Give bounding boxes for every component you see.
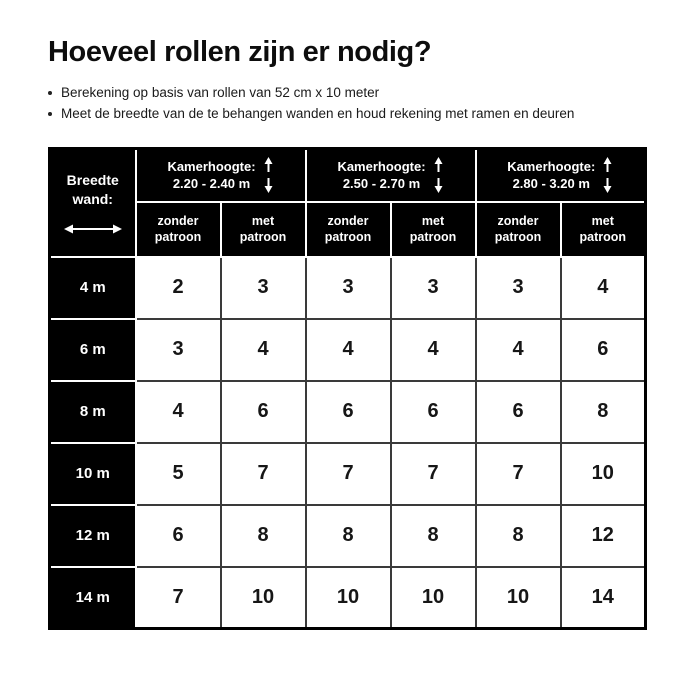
row-label: 4 m bbox=[48, 255, 137, 320]
cell-value: 3 bbox=[389, 255, 477, 320]
table-row: 6 m 3 4 4 4 4 6 bbox=[48, 317, 647, 382]
group-header-kamerhoogte-1: Kamerhoogte: 2.20 - 2.40 m bbox=[134, 147, 307, 203]
note-item: Berekening op basis van rollen van 52 cm… bbox=[48, 82, 574, 103]
cell-value: 8 bbox=[219, 503, 307, 568]
table-row: 8 m 4 6 6 6 6 8 bbox=[48, 379, 647, 444]
cell-value: 5 bbox=[134, 441, 222, 506]
cell-value: 10 bbox=[389, 565, 477, 630]
group-label: Kamerhoogte: bbox=[507, 159, 596, 175]
cell-value: 10 bbox=[304, 565, 392, 630]
subheader-zonder-patroon: zonder patroon bbox=[474, 200, 562, 258]
cell-value: 7 bbox=[474, 441, 562, 506]
cell-value: 7 bbox=[304, 441, 392, 506]
cell-value: 7 bbox=[219, 441, 307, 506]
group-range: 2.20 - 2.40 m bbox=[172, 176, 251, 192]
up-down-arrow-icon bbox=[434, 157, 443, 194]
cell-value: 6 bbox=[134, 503, 222, 568]
bullet-icon bbox=[48, 91, 52, 95]
bullet-icon bbox=[48, 112, 52, 116]
cell-value: 4 bbox=[474, 317, 562, 382]
subheader-zonder-patroon: zonder patroon bbox=[304, 200, 392, 258]
rolls-needed-table: Breedte wand: Kamerhoogte: 2.20 - 2.40 m bbox=[48, 147, 647, 630]
group-header-kamerhoogte-3: Kamerhoogte: 2.80 - 3.20 m bbox=[474, 147, 647, 203]
row-label: 6 m bbox=[48, 317, 137, 382]
group-header-kamerhoogte-2: Kamerhoogte: 2.50 - 2.70 m bbox=[304, 147, 477, 203]
subheader-met-patroon: met patroon bbox=[389, 200, 477, 258]
cell-value: 14 bbox=[559, 565, 647, 630]
cell-value: 7 bbox=[134, 565, 222, 630]
note-text: Meet de breedte van de te behangen wande… bbox=[61, 106, 575, 121]
subheader-zonder-patroon: zonder patroon bbox=[134, 200, 222, 258]
cell-value: 6 bbox=[389, 379, 477, 444]
cell-value: 3 bbox=[474, 255, 562, 320]
table-row: 4 m 2 3 3 3 3 4 bbox=[48, 255, 647, 320]
group-label: Kamerhoogte: bbox=[337, 159, 426, 175]
cell-value: 6 bbox=[474, 379, 562, 444]
cell-value: 10 bbox=[559, 441, 647, 506]
corner-header: Breedte wand: bbox=[48, 147, 137, 258]
cell-value: 12 bbox=[559, 503, 647, 568]
up-down-arrow-icon bbox=[264, 157, 273, 194]
cell-value: 6 bbox=[219, 379, 307, 444]
cell-value: 8 bbox=[304, 503, 392, 568]
group-range: 2.80 - 3.20 m bbox=[512, 176, 590, 192]
table-row: 14 m 7 10 10 10 10 14 bbox=[48, 565, 647, 630]
row-label: 12 m bbox=[48, 503, 137, 568]
subheader-met-patroon: met patroon bbox=[219, 200, 307, 258]
notes-list: Berekening op basis van rollen van 52 cm… bbox=[48, 82, 574, 124]
cell-value: 8 bbox=[559, 379, 647, 444]
cell-value: 6 bbox=[559, 317, 647, 382]
cell-value: 8 bbox=[474, 503, 562, 568]
cell-value: 3 bbox=[304, 255, 392, 320]
cell-value: 4 bbox=[559, 255, 647, 320]
row-label: 10 m bbox=[48, 441, 137, 506]
cell-value: 10 bbox=[219, 565, 307, 630]
subheader-met-patroon: met patroon bbox=[559, 200, 647, 258]
cell-value: 2 bbox=[134, 255, 222, 320]
cell-value: 4 bbox=[389, 317, 477, 382]
corner-header-label: Breedte wand: bbox=[66, 171, 119, 208]
table-row: 12 m 6 8 8 8 8 12 bbox=[48, 503, 647, 568]
cell-value: 4 bbox=[219, 317, 307, 382]
cell-value: 3 bbox=[134, 317, 222, 382]
cell-value: 3 bbox=[219, 255, 307, 320]
left-right-arrow-icon bbox=[63, 224, 122, 234]
cell-value: 8 bbox=[389, 503, 477, 568]
cell-value: 7 bbox=[389, 441, 477, 506]
row-label: 8 m bbox=[48, 379, 137, 444]
cell-value: 4 bbox=[134, 379, 222, 444]
group-range: 2.50 - 2.70 m bbox=[342, 176, 421, 192]
note-text: Berekening op basis van rollen van 52 cm… bbox=[61, 85, 380, 100]
cell-value: 4 bbox=[304, 317, 392, 382]
row-label: 14 m bbox=[48, 565, 137, 630]
page-title: Hoeveel rollen zijn er nodig? bbox=[48, 36, 432, 68]
up-down-arrow-icon bbox=[603, 157, 612, 194]
cell-value: 10 bbox=[474, 565, 562, 630]
group-label: Kamerhoogte: bbox=[167, 159, 256, 175]
table-row: 10 m 5 7 7 7 7 10 bbox=[48, 441, 647, 506]
note-item: Meet de breedte van de te behangen wande… bbox=[48, 103, 574, 124]
cell-value: 6 bbox=[304, 379, 392, 444]
